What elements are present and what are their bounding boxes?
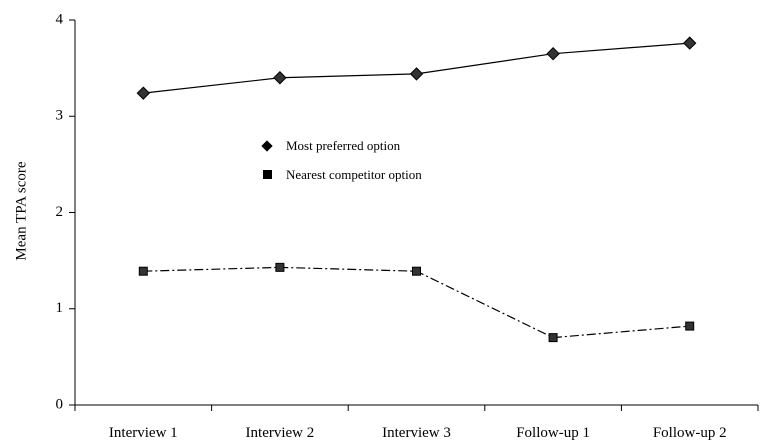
data-point-most-preferred [136, 86, 151, 100]
data-point-most-preferred [546, 46, 560, 61]
x-ticks: Interview 1 Interview 2 Interview 3 Follow-… [74, 405, 759, 441]
y-tick-label: 1 [56, 300, 64, 316]
x-tick-label: Interview 3 [382, 425, 451, 441]
data-point-nearest-competitor [138, 266, 148, 276]
data-point-nearest-competitor [548, 333, 558, 343]
data-point-most-preferred [682, 36, 697, 50]
y-tick-label: 0 [56, 396, 64, 412]
y-ticks: 0 1 2 3 4 [56, 11, 75, 412]
data-point-nearest-competitor [685, 321, 695, 331]
data-point-nearest-competitor [275, 262, 285, 272]
y-tick-label: 3 [56, 108, 64, 124]
series-line-1 [143, 266, 690, 339]
legend-label-most-preferred: Most preferred option [286, 138, 401, 153]
x-tick-label: Follow-up 1 [516, 425, 590, 441]
x-tick-label: Interview 2 [246, 425, 315, 441]
legend-label-nearest-competitor: Nearest competitor option [286, 167, 422, 182]
data-point-most-preferred [273, 71, 287, 85]
data-point-most-preferred [409, 67, 424, 81]
data-point-nearest-competitor [412, 266, 421, 276]
y-tick-label: 4 [56, 11, 64, 27]
y-tick-label: 2 [56, 204, 64, 220]
legend-marker-most-preferred [261, 140, 273, 152]
series-layer [136, 36, 697, 343]
y-axis-title: Mean TPA score [13, 161, 29, 261]
legend: Most preferred option Nearest competitor… [261, 138, 422, 182]
legend-marker-nearest-competitor [263, 170, 272, 179]
x-tick-label: Interview 1 [109, 425, 178, 441]
x-tick-label: Follow-up 2 [653, 425, 727, 441]
